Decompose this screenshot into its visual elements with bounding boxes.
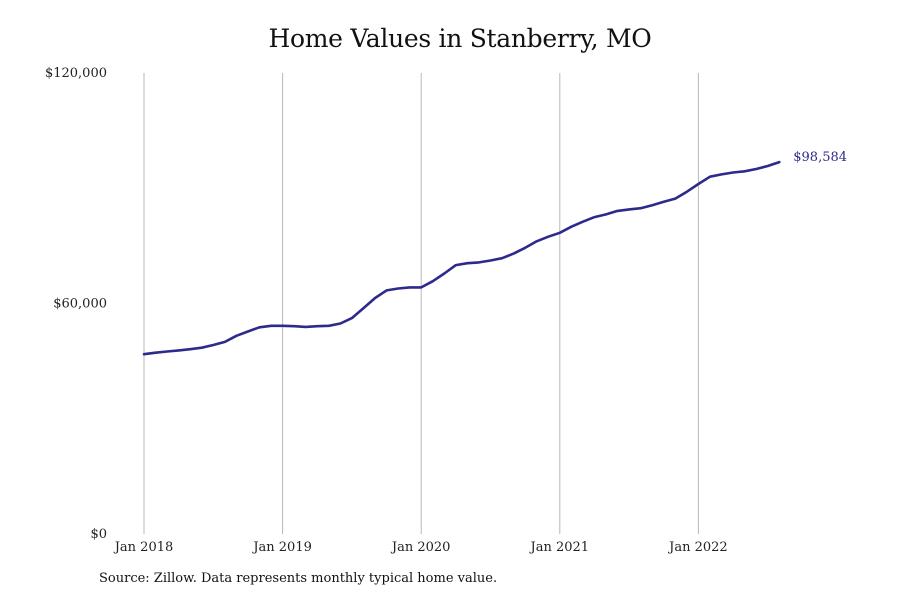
y-tick-label: $120,000 xyxy=(45,66,107,81)
y-tick-label: $60,000 xyxy=(53,297,107,312)
series-line-0 xyxy=(142,160,781,356)
grid-lines xyxy=(143,73,699,534)
data-labels: $98,584 xyxy=(793,150,847,165)
source-note: Source: Zillow. Data represents monthly … xyxy=(99,571,498,586)
x-tick-label: Jan 2018 xyxy=(113,540,174,555)
x-tick-label: Jan 2019 xyxy=(251,540,312,555)
x-tick-label: Jan 2020 xyxy=(390,540,451,555)
series-layer xyxy=(142,160,781,356)
x-tick-label: Jan 2022 xyxy=(667,540,728,555)
x-tick-label: Jan 2021 xyxy=(529,540,590,555)
axis-ticks: Jan 2018 Jan 2019 Jan 2020 Jan 2021 Jan 2022… xyxy=(45,66,728,555)
y-tick-label: $0 xyxy=(90,527,107,542)
chart-title: Home Values in Stanberry, MO xyxy=(268,24,652,53)
end-value-label: $98,584 xyxy=(793,150,847,165)
